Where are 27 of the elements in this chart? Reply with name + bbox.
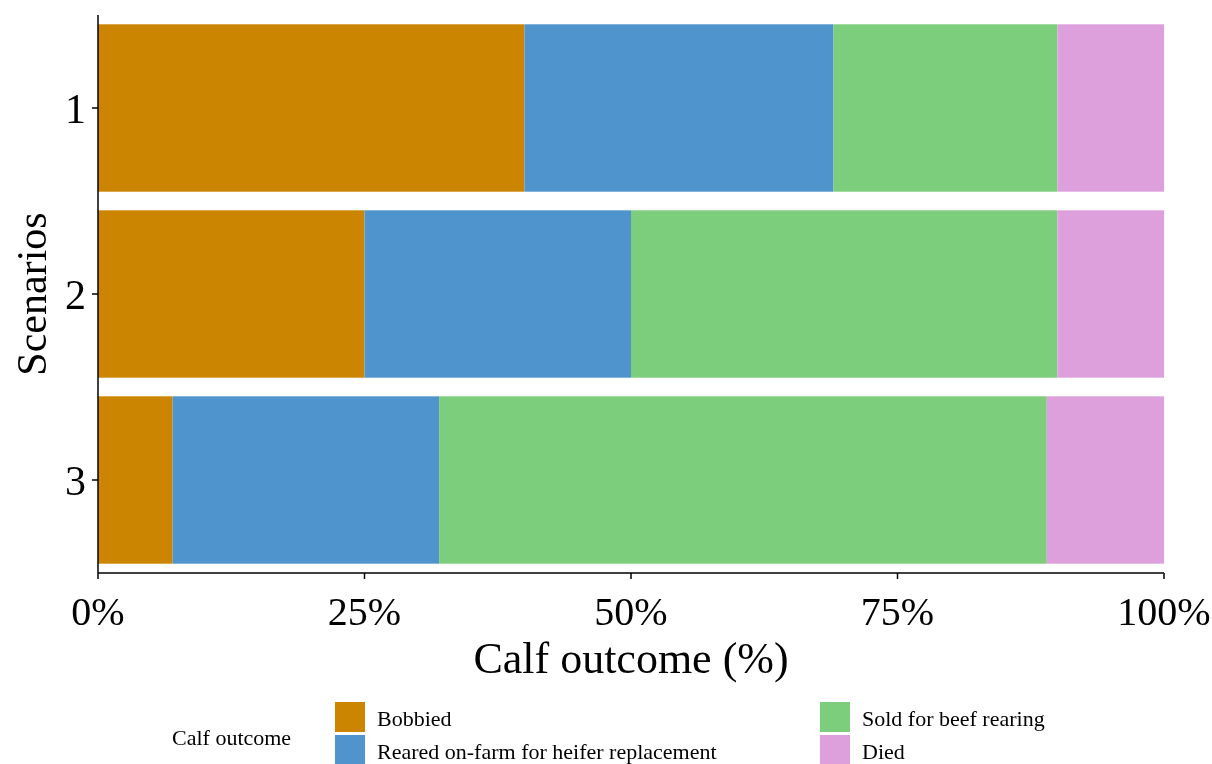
- x-tick-label: 0%: [71, 589, 125, 634]
- legend-label: Reared on-farm for heifer replacement: [377, 739, 717, 764]
- bar: [631, 210, 1058, 378]
- bar: [439, 396, 1047, 564]
- x-tick-label: 50%: [594, 589, 668, 634]
- y-axis-title: Scenarios: [9, 212, 55, 376]
- bar: [98, 396, 173, 564]
- y-tick-label: 3: [65, 457, 86, 504]
- bar: [1046, 396, 1164, 564]
- bar: [98, 210, 365, 378]
- legend-label: Bobbied: [377, 706, 452, 731]
- legend-title: Calf outcome: [172, 725, 292, 750]
- bar: [524, 24, 834, 192]
- x-axis-title: Calf outcome (%): [473, 634, 789, 683]
- x-tick-label: 75%: [860, 589, 935, 634]
- legend-label: Died: [862, 739, 905, 764]
- bar: [172, 396, 440, 564]
- legend-label: Sold for beef rearing: [862, 706, 1045, 731]
- x-tick-label: 100%: [1117, 589, 1211, 634]
- x-tick-label: 25%: [327, 589, 402, 634]
- bar: [833, 24, 1058, 192]
- bar: [364, 210, 631, 378]
- bar: [98, 24, 525, 192]
- bar: [1057, 210, 1164, 378]
- bar: [1057, 24, 1164, 192]
- y-tick-label: 2: [65, 271, 86, 318]
- y-tick-label: 1: [65, 85, 86, 132]
